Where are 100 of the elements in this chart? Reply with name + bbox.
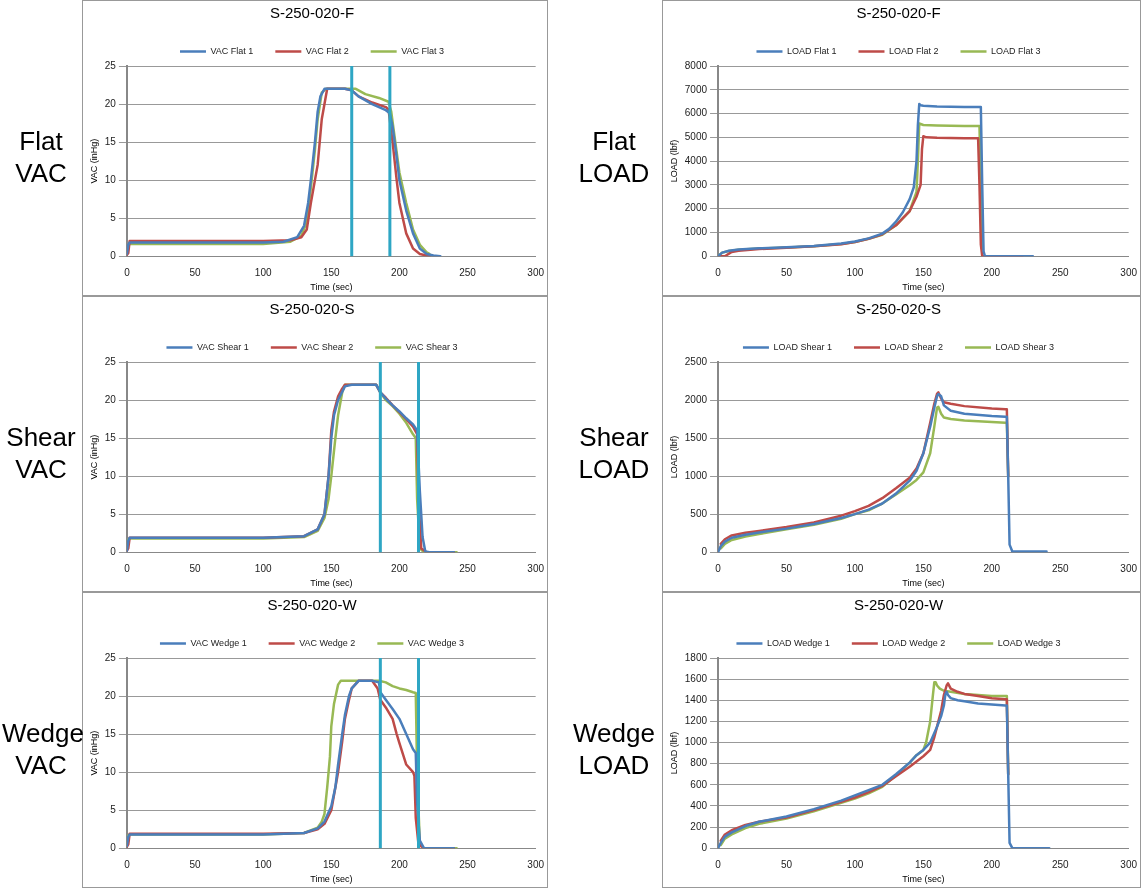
x-axis-title: Time (sec) (902, 874, 945, 885)
legend-label: VAC Wedge 1 (190, 637, 247, 648)
y-tick-label: 0 (110, 545, 117, 557)
y-tick-label: 8000 (684, 59, 708, 71)
legend-label: VAC Flat 2 (305, 45, 349, 56)
y-tick-label: 25 (104, 355, 117, 367)
text: Flat VAC (14, 125, 68, 189)
y-tick-label: 400 (690, 799, 708, 811)
x-tick-label: 250 (459, 858, 477, 870)
x-tick-label: 0 (715, 266, 722, 278)
x-tick-label: 0 (124, 562, 131, 574)
chart-title: S-250-020-S (269, 300, 355, 318)
x-tick-label: 150 (915, 858, 933, 870)
y-tick-label: 1000 (684, 226, 708, 238)
legend-label: LOAD Shear 1 (773, 341, 832, 352)
text: Wedge LOAD (572, 717, 656, 781)
legend-label: LOAD Wedge 3 (997, 637, 1061, 648)
y-tick-label: 15 (104, 431, 117, 443)
x-tick-label: 100 (254, 266, 272, 278)
legend-label: VAC Wedge 2 (299, 637, 356, 648)
x-tick-label: 100 (846, 266, 864, 278)
x-tick-label: 300 (1120, 858, 1138, 870)
y-tick-label: 0 (110, 841, 117, 853)
text: Flat LOAD (577, 125, 651, 189)
y-tick-label: 5000 (684, 131, 708, 143)
legend-label: VAC Flat 3 (401, 45, 445, 56)
y-tick-label: 20 (104, 689, 117, 701)
x-tick-label: 250 (459, 266, 477, 278)
x-tick-label: 100 (846, 858, 864, 870)
y-axis-title: LOAD (lbf) (668, 139, 679, 183)
legend-label: VAC Flat 1 (210, 45, 254, 56)
chart-title: S-250-020-F (856, 4, 941, 22)
legend-label: LOAD Shear 2 (884, 341, 944, 352)
y-tick-label: 0 (701, 841, 708, 853)
y-tick-label: 20 (104, 393, 117, 405)
x-tick-label: 150 (915, 562, 933, 574)
x-axis-title: Time (sec) (310, 282, 353, 293)
x-tick-label: 200 (391, 266, 409, 278)
legend-label: LOAD Flat 1 (786, 45, 837, 56)
x-tick-label: 300 (527, 562, 545, 574)
y-tick-label: 1000 (684, 469, 708, 481)
x-axis-title: Time (sec) (902, 578, 945, 589)
legend-label: LOAD Flat 3 (991, 45, 1041, 56)
x-tick-label: 0 (124, 266, 131, 278)
x-tick-label: 150 (322, 266, 341, 278)
x-axis-title: Time (sec) (310, 874, 353, 885)
y-tick-label: 4000 (684, 154, 708, 166)
x-tick-label: 250 (1051, 266, 1069, 278)
x-tick-label: 100 (254, 562, 272, 574)
text: Shear VAC (5, 421, 77, 485)
x-tick-label: 200 (391, 858, 409, 870)
x-tick-label: 100 (846, 562, 864, 574)
text: Shear LOAD (577, 421, 651, 485)
x-tick-label: 300 (1120, 266, 1138, 278)
y-tick-label: 1400 (684, 694, 708, 706)
y-tick-label: 5 (110, 211, 117, 223)
y-tick-label: 0 (701, 545, 708, 557)
y-tick-label: 1500 (684, 431, 708, 443)
chart-title: S-250-020-S (855, 300, 942, 318)
y-tick-label: 200 (690, 820, 708, 832)
y-axis-title: VAC (inHg) (88, 434, 99, 480)
y-tick-label: 1200 (684, 715, 708, 727)
x-axis-title: Time (sec) (310, 578, 353, 589)
x-tick-label: 200 (983, 858, 1001, 870)
text: Wedge VAC (2, 717, 84, 781)
legend-label: LOAD Wedge 2 (882, 637, 946, 648)
y-tick-label: 1000 (684, 736, 708, 748)
y-axis-title: LOAD (lbf) (668, 435, 679, 479)
x-tick-label: 250 (459, 562, 477, 574)
x-tick-label: 250 (1051, 562, 1069, 574)
y-tick-label: 5 (110, 507, 117, 519)
x-tick-label: 300 (527, 266, 545, 278)
x-tick-label: 250 (1051, 858, 1069, 870)
y-tick-label: 1800 (684, 651, 708, 663)
x-tick-label: 150 (322, 562, 341, 574)
chart-title: S-250-020-W (853, 596, 944, 614)
x-tick-label: 50 (189, 562, 202, 574)
x-tick-label: 200 (983, 266, 1001, 278)
legend-label: VAC Wedge 3 (407, 637, 465, 648)
y-tick-label: 5 (110, 803, 117, 815)
legend-label: VAC Shear 2 (301, 341, 354, 352)
y-tick-label: 10 (104, 173, 117, 185)
legend-label: LOAD Flat 2 (888, 45, 939, 56)
y-tick-label: 0 (701, 249, 708, 261)
y-tick-label: 0 (110, 249, 117, 261)
y-tick-label: 15 (104, 727, 117, 739)
y-tick-label: 15 (104, 135, 117, 147)
legend-label: LOAD Wedge 1 (766, 637, 830, 648)
y-tick-label: 25 (104, 651, 117, 663)
x-tick-label: 50 (780, 562, 793, 574)
legend-label: LOAD Shear 3 (995, 341, 1055, 352)
x-tick-label: 200 (983, 562, 1001, 574)
x-tick-label: 50 (780, 858, 793, 870)
y-tick-label: 6000 (684, 107, 708, 119)
chart-title: S-250-020-F (269, 4, 355, 22)
y-tick-label: 25 (104, 59, 117, 71)
y-axis-title: VAC (inHg) (88, 138, 99, 184)
x-axis-title: Time (sec) (902, 282, 945, 293)
x-tick-label: 0 (124, 858, 131, 870)
x-tick-label: 150 (322, 858, 341, 870)
